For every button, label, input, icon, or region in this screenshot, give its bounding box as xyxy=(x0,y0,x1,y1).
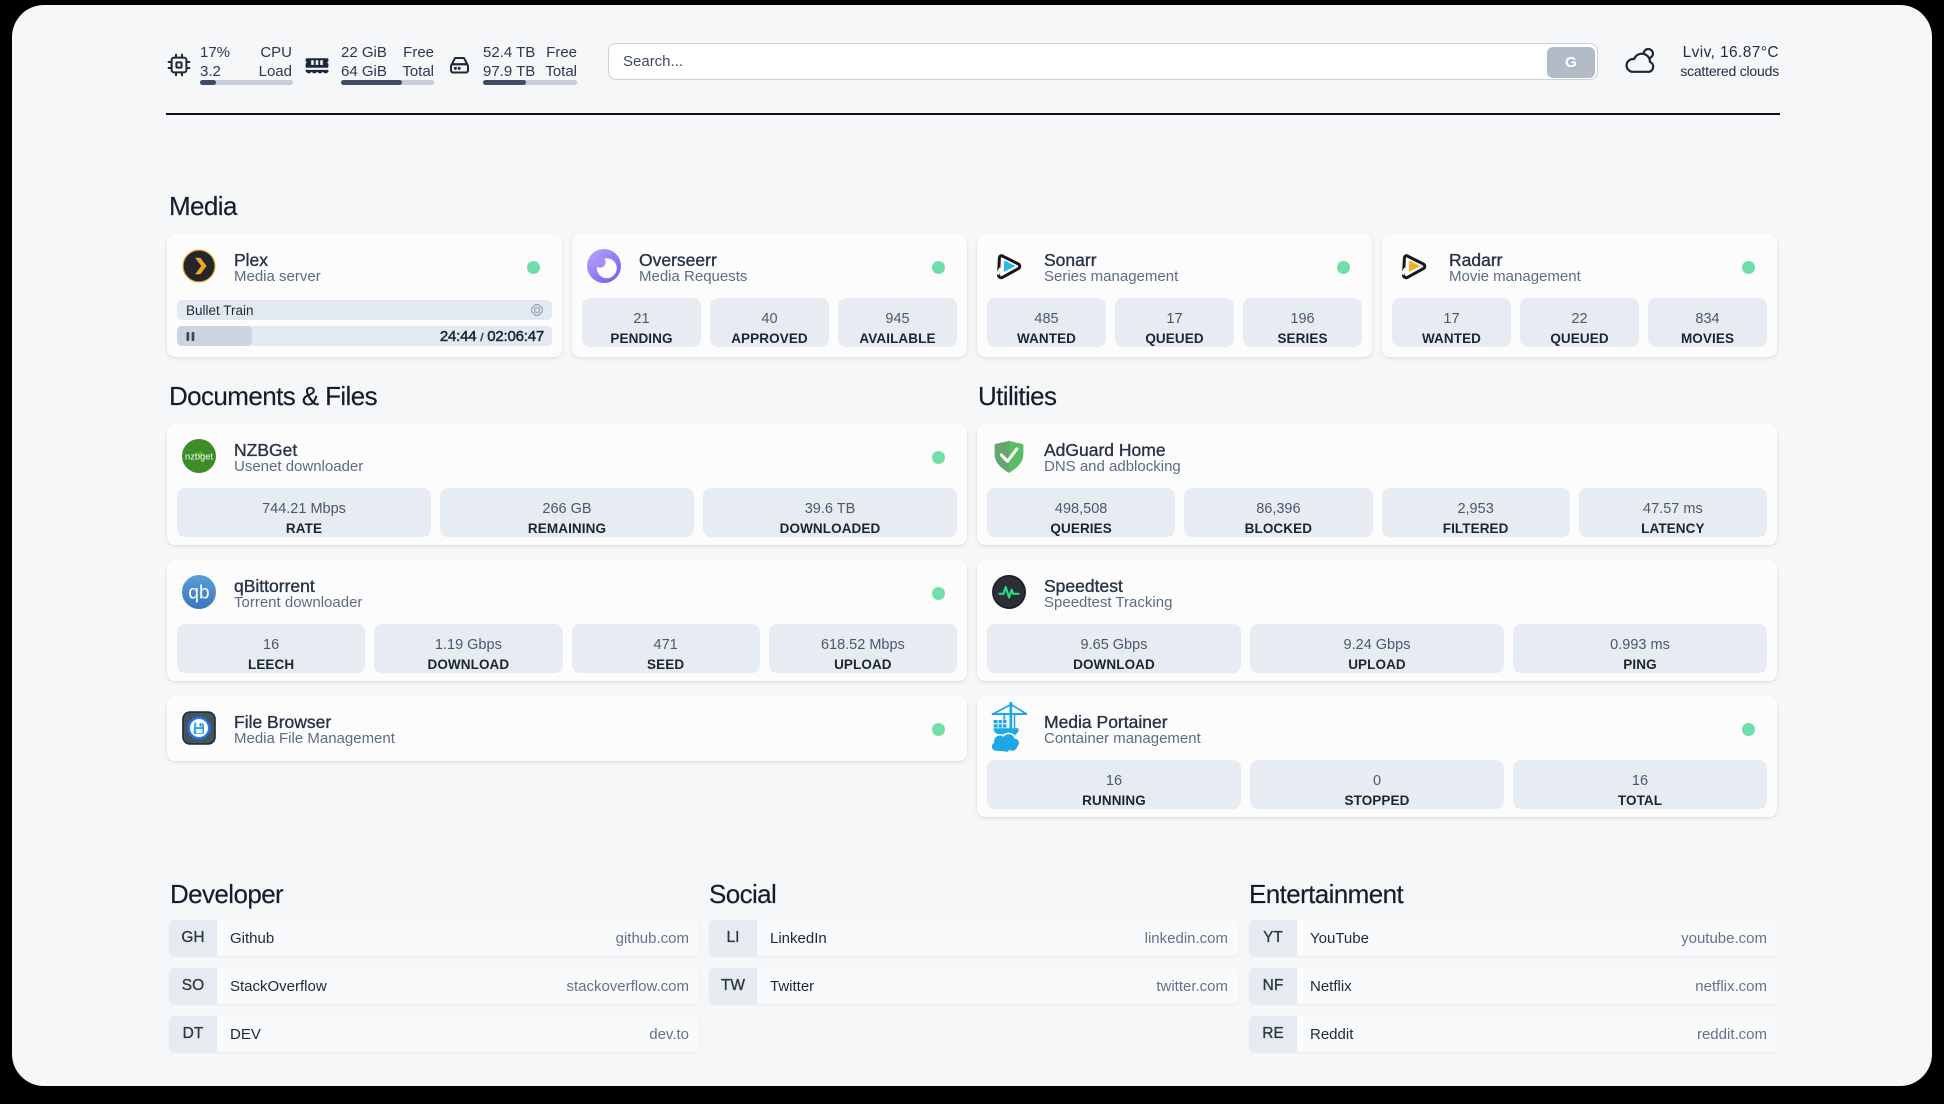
svg-text:nzbget: nzbget xyxy=(185,452,213,462)
svg-text:qb: qb xyxy=(188,583,209,604)
